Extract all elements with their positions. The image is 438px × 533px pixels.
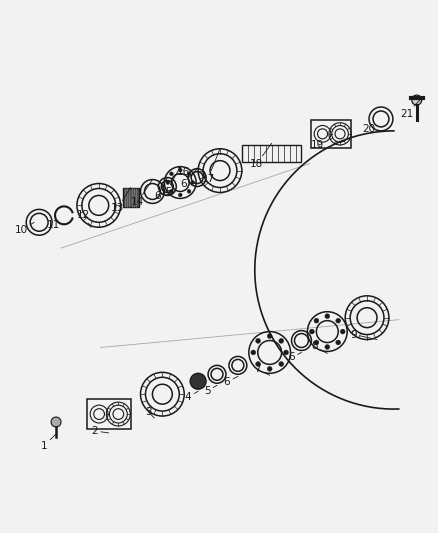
Circle shape [279,361,284,367]
Bar [123,188,138,207]
Circle shape [256,338,261,343]
Text: 13: 13 [111,188,131,213]
Bar [242,146,301,162]
Circle shape [325,314,330,319]
Text: 1: 1 [41,434,56,451]
Circle shape [178,168,182,172]
Text: 12: 12 [77,211,91,227]
Circle shape [166,181,170,184]
Text: 3: 3 [145,407,155,418]
Circle shape [190,373,206,389]
Circle shape [336,318,341,323]
Circle shape [170,172,173,176]
Circle shape [256,361,261,367]
Text: 2: 2 [92,426,109,436]
Circle shape [325,344,330,350]
Text: 6: 6 [224,376,238,387]
Text: 21: 21 [400,98,422,119]
Text: 18: 18 [250,143,272,168]
Text: 9: 9 [351,329,377,340]
Circle shape [51,417,61,427]
Circle shape [310,329,314,334]
Circle shape [251,350,256,355]
Text: 14: 14 [131,180,152,207]
Text: 10: 10 [15,222,34,235]
Circle shape [336,340,341,345]
Circle shape [284,350,289,355]
Text: 16: 16 [177,167,190,176]
Circle shape [412,95,422,105]
Circle shape [178,193,182,197]
Circle shape [340,329,345,334]
Text: 20: 20 [363,124,381,134]
Circle shape [191,181,194,184]
Circle shape [187,189,191,193]
Text: 4: 4 [185,391,198,402]
Text: 15: 15 [160,167,180,197]
Circle shape [187,172,191,176]
Text: 6: 6 [154,177,167,201]
Circle shape [279,338,284,343]
Circle shape [267,366,272,372]
Text: 19: 19 [311,140,324,150]
Bar [87,399,131,429]
Circle shape [267,334,272,338]
Bar [311,120,351,148]
Circle shape [314,340,319,345]
Text: 17: 17 [201,149,220,183]
Text: 6: 6 [180,168,197,189]
Circle shape [314,318,319,323]
Circle shape [170,189,173,193]
Text: 5: 5 [204,385,217,396]
Text: 6: 6 [288,352,301,362]
Text: 8: 8 [311,342,327,353]
Text: 11: 11 [46,220,64,230]
Text: 7: 7 [254,365,270,375]
